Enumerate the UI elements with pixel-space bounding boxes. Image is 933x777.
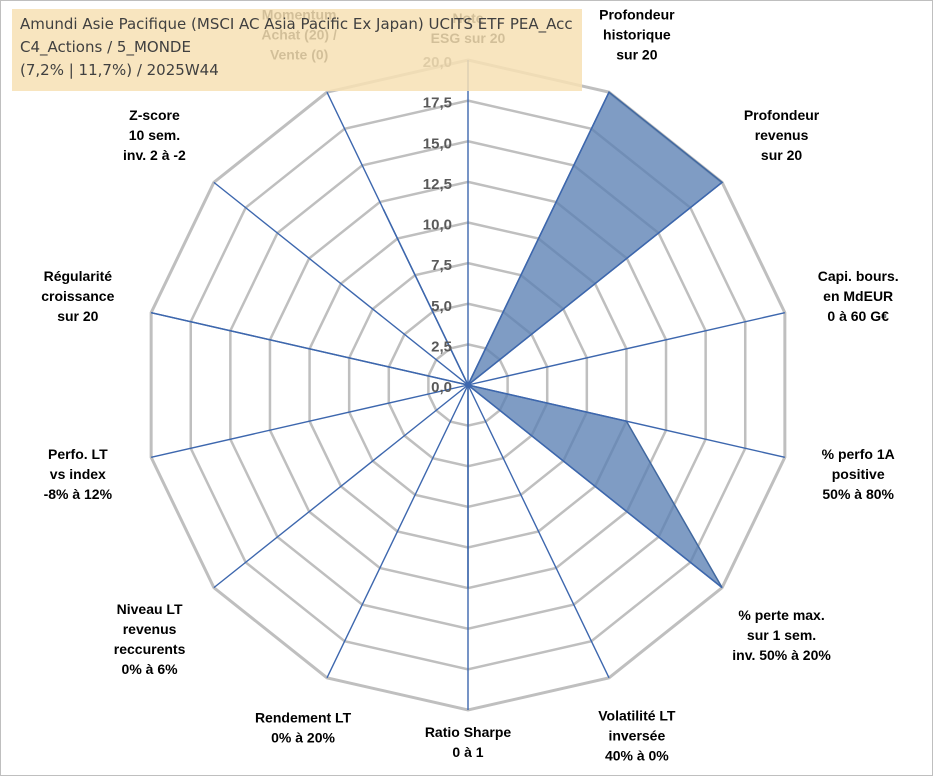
axis-label-3-line-0: Capi. bours.	[818, 268, 899, 284]
axis-label-2-line-0: Profondeur	[744, 107, 820, 123]
radar-tick-labels: 0,02,55,07,510,012,515,017,520,0	[423, 54, 452, 396]
axis-label-6-line-2: 40% à 0%	[605, 748, 669, 764]
axis-label-12-line-0: Z-score	[129, 107, 180, 123]
axis-label-2-line-1: revenus	[755, 127, 809, 143]
axis-spoke-8	[327, 385, 468, 678]
axis-label-12: Z-score 10 sem. inv. 2 à -2	[123, 107, 186, 163]
axis-label-4-line-0: % perfo 1A	[822, 446, 895, 462]
axis-label-11-line-2: sur 20	[57, 308, 98, 324]
axis-label-7-line-0: Ratio Sharpe	[425, 724, 512, 740]
axis-label-7: Ratio Sharpe 0 à 1	[425, 724, 512, 760]
axis-label-11: Régularité croissance sur 20	[41, 268, 114, 324]
axis-label-2: Profondeur revenus sur 20	[744, 107, 820, 163]
axis-label-9: Niveau LT revenus reccurents 0% à 6%	[114, 601, 186, 677]
tick-label-7: 17,5	[423, 95, 452, 112]
axis-label-5: % perte max. sur 1 sem. inv. 50% à 20%	[732, 607, 831, 663]
tick-label-2: 5,0	[431, 298, 452, 315]
tick-label-3: 7,5	[431, 257, 452, 274]
axis-label-9-line-3: 0% à 6%	[122, 661, 179, 677]
chart-title-line-3: (7,2% | 11,7%) / 2025W44	[20, 59, 574, 82]
axis-label-8-line-0: Rendement LT	[255, 710, 352, 726]
axis-label-3-line-2: 0 à 60 G€	[827, 308, 889, 324]
axis-label-8-line-1: 0% à 20%	[271, 730, 335, 746]
axis-label-5-line-2: inv. 50% à 20%	[732, 647, 831, 663]
axis-label-3-line-1: en MdEUR	[823, 288, 893, 304]
axis-label-10: Perfo. LT vs index -8% à 12%	[44, 446, 113, 502]
axis-label-5-line-1: sur 1 sem.	[747, 627, 816, 643]
axis-label-12-line-1: 10 sem.	[129, 127, 180, 143]
axis-label-1-line-1: historique	[603, 26, 671, 42]
axis-label-3: Capi. bours. en MdEUR 0 à 60 G€	[818, 268, 899, 324]
axis-label-1-line-0: Profondeur	[599, 6, 675, 22]
axis-label-12-line-2: inv. 2 à -2	[123, 147, 186, 163]
axis-label-10-line-2: -8% à 12%	[44, 486, 113, 502]
axis-label-5-line-0: % perte max.	[738, 607, 824, 623]
axis-label-2-line-2: sur 20	[761, 147, 802, 163]
axis-label-6-line-1: inversée	[608, 728, 665, 744]
axis-label-9-line-0: Niveau LT	[117, 601, 183, 617]
axis-label-6-line-0: Volatilité LT	[598, 708, 676, 724]
axis-label-4-line-2: 50% à 80%	[822, 486, 894, 502]
chart-title-line-1: Amundi Asie Pacifique (MSCI AC Asia Paci…	[20, 13, 574, 36]
tick-label-6: 15,0	[423, 135, 452, 152]
axis-label-10-line-1: vs index	[50, 466, 106, 482]
axis-label-1-line-2: sur 20	[616, 46, 657, 62]
axis-label-10-line-0: Perfo. LT	[48, 446, 108, 462]
axis-label-9-line-1: revenus	[123, 621, 177, 637]
axis-label-11-line-1: croissance	[41, 288, 114, 304]
axis-label-6: Volatilité LT inversée 40% à 0%	[598, 708, 676, 764]
axis-label-1: Profondeur historique sur 20	[599, 6, 675, 62]
chart-title-line-2: C4_Actions / 5_MONDE	[20, 36, 574, 59]
tick-label-0: 0,0	[431, 379, 452, 396]
axis-label-9-line-2: reccurents	[114, 641, 186, 657]
axis-label-7-line-1: 0 à 1	[452, 744, 483, 760]
tick-label-5: 12,5	[423, 176, 452, 193]
tick-label-1: 2,5	[431, 338, 452, 355]
axis-label-8: Rendement LT 0% à 20%	[255, 710, 352, 746]
chart-title-box: Amundi Asie Pacifique (MSCI AC Asia Paci…	[12, 9, 582, 91]
tick-label-4: 10,0	[423, 217, 452, 234]
axis-label-4-line-1: positive	[832, 466, 885, 482]
axis-label-11-line-0: Régularité	[44, 268, 113, 284]
axis-label-4: % perfo 1A positive 50% à 80%	[822, 446, 895, 502]
